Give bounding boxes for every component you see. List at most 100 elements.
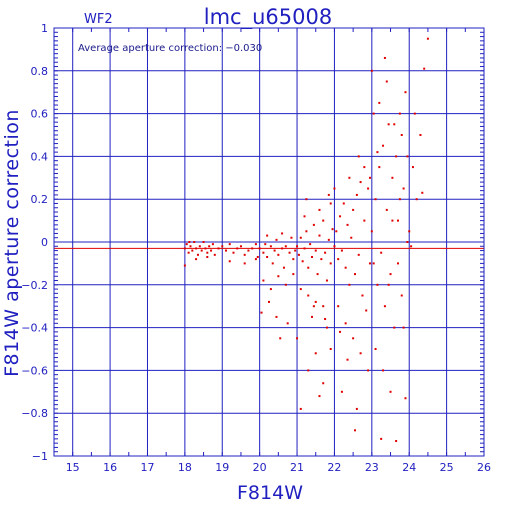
reference-lines bbox=[54, 241, 484, 249]
y-tick-label: −0.6 bbox=[21, 364, 48, 377]
data-point bbox=[367, 369, 370, 372]
data-point bbox=[368, 176, 371, 179]
data-point bbox=[307, 369, 310, 372]
x-tick-label: 24 bbox=[402, 461, 416, 474]
data-point bbox=[365, 309, 368, 312]
y-tick-label: −0.4 bbox=[21, 322, 48, 335]
y-axis-ticks: −1 −0.8 −0.6 −0.4 −0.2 0 0.2 0.4 0.6 0.8 1 bbox=[21, 22, 484, 463]
data-point bbox=[374, 348, 377, 350]
y-tick-label: −0.2 bbox=[21, 279, 48, 292]
data-point bbox=[370, 69, 373, 72]
data-point bbox=[282, 266, 285, 269]
data-point bbox=[322, 305, 325, 308]
data-point bbox=[206, 251, 209, 254]
data-point bbox=[208, 245, 211, 248]
data-point bbox=[370, 230, 373, 233]
data-point bbox=[402, 187, 405, 190]
data-point bbox=[413, 112, 416, 115]
data-point bbox=[357, 155, 360, 158]
data-point bbox=[398, 112, 401, 115]
data-point bbox=[281, 232, 284, 235]
data-point bbox=[385, 208, 388, 211]
data-point bbox=[260, 311, 263, 314]
average-annotation: Average aperture correction: −0.030 bbox=[78, 43, 262, 54]
y-tick-label: 0.8 bbox=[31, 65, 49, 78]
data-point bbox=[359, 352, 362, 355]
data-point bbox=[284, 245, 287, 248]
data-point bbox=[303, 247, 306, 250]
x-axis-ticks: 15 16 17 18 19 20 21 22 23 24 25 26 bbox=[66, 28, 491, 474]
data-point bbox=[404, 397, 407, 400]
data-point bbox=[361, 294, 364, 297]
data-point bbox=[380, 437, 383, 440]
data-point bbox=[183, 264, 186, 267]
data-point bbox=[348, 283, 351, 286]
data-point bbox=[410, 245, 413, 248]
data-point bbox=[339, 330, 342, 333]
x-tick-label: 21 bbox=[290, 461, 304, 474]
data-point bbox=[299, 407, 302, 410]
data-point bbox=[225, 249, 227, 252]
data-point bbox=[385, 80, 388, 83]
data-point bbox=[247, 249, 250, 252]
data-point bbox=[397, 219, 399, 222]
data-point bbox=[210, 249, 213, 252]
data-point bbox=[367, 187, 370, 190]
x-tick-label: 25 bbox=[440, 461, 454, 474]
data-point bbox=[344, 322, 347, 325]
data-point bbox=[195, 258, 198, 261]
data-point bbox=[290, 236, 293, 239]
data-point bbox=[279, 337, 282, 340]
data-point bbox=[318, 208, 321, 211]
data-point bbox=[239, 245, 242, 248]
data-point bbox=[322, 219, 325, 222]
data-point bbox=[389, 273, 392, 276]
data-point bbox=[329, 262, 332, 265]
data-point bbox=[264, 243, 267, 246]
data-point bbox=[376, 283, 379, 286]
data-point bbox=[352, 208, 355, 211]
data-point bbox=[277, 253, 280, 256]
data-point bbox=[200, 249, 203, 252]
scatter-points bbox=[183, 37, 429, 443]
data-point bbox=[393, 326, 396, 329]
data-point bbox=[307, 294, 310, 297]
data-point bbox=[198, 245, 201, 248]
data-point bbox=[256, 255, 259, 258]
data-point bbox=[269, 288, 272, 291]
x-tick-label: 26 bbox=[477, 461, 491, 474]
y-tick-label: 0.6 bbox=[31, 108, 49, 121]
data-point bbox=[391, 176, 394, 179]
data-point bbox=[415, 198, 418, 201]
y-tick-label: −1 bbox=[32, 450, 48, 463]
data-point bbox=[325, 279, 328, 282]
data-point bbox=[188, 241, 191, 243]
data-point bbox=[333, 245, 336, 248]
data-point bbox=[269, 245, 272, 248]
x-tick-label: 22 bbox=[327, 461, 341, 474]
data-point bbox=[318, 234, 321, 237]
data-point bbox=[296, 245, 299, 248]
data-point bbox=[397, 262, 399, 265]
data-point bbox=[329, 202, 332, 205]
data-point bbox=[322, 382, 325, 385]
data-point bbox=[340, 249, 343, 252]
data-point bbox=[316, 273, 319, 276]
data-point bbox=[206, 255, 209, 258]
data-point bbox=[378, 101, 381, 104]
data-point bbox=[378, 166, 381, 169]
data-point bbox=[346, 358, 349, 361]
x-axis-label: F814W bbox=[237, 482, 303, 504]
data-point bbox=[359, 181, 362, 184]
data-point bbox=[299, 236, 302, 239]
data-point bbox=[299, 288, 302, 291]
data-point bbox=[266, 234, 269, 237]
y-axis-label: F814W aperture correction bbox=[1, 109, 23, 377]
data-point bbox=[228, 260, 231, 263]
data-point bbox=[275, 315, 278, 318]
data-point bbox=[281, 247, 284, 250]
data-point bbox=[305, 230, 308, 233]
data-point bbox=[363, 219, 366, 222]
data-point bbox=[383, 56, 386, 59]
